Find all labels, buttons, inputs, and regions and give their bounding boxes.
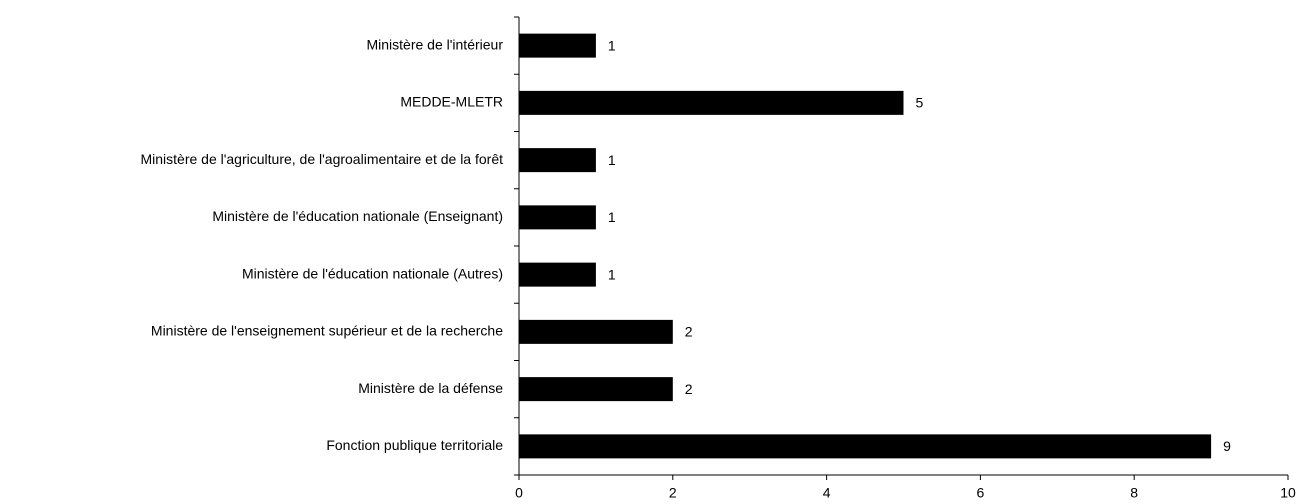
data-label: 9: [1223, 438, 1231, 454]
data-label: 1: [608, 37, 616, 53]
data-label: 2: [685, 324, 693, 340]
bar: [519, 90, 904, 115]
data-label: 1: [608, 266, 616, 282]
bar: [519, 319, 673, 344]
bar: [519, 148, 596, 173]
y-tick-label: Ministère de l'intérieur: [366, 36, 503, 52]
x-tick-label: 0: [515, 485, 523, 501]
bar: [519, 205, 596, 230]
bar: [519, 262, 596, 287]
bar: [519, 434, 1212, 459]
x-tick-label: 10: [1280, 485, 1296, 501]
x-tick-label: 2: [669, 485, 677, 501]
data-label: 5: [916, 95, 924, 111]
x-tick-label: 6: [977, 485, 985, 501]
y-tick-label: Ministère de l'éducation nationale (Ense…: [212, 208, 503, 224]
bar: [519, 33, 596, 58]
y-tick-label: Ministère de l'enseignement supérieur et…: [151, 323, 503, 339]
y-tick-label: Ministère de l'éducation nationale (Autr…: [242, 265, 503, 281]
y-tick-label: Ministère de l'agriculture, de l'agroali…: [140, 151, 503, 167]
data-label: 2: [685, 381, 693, 397]
x-tick-label: 4: [823, 485, 831, 501]
y-tick-label: Fonction publique territoriale: [326, 437, 503, 453]
y-tick-label: Ministère de la défense: [358, 380, 503, 396]
x-tick-label: 8: [1130, 485, 1138, 501]
bar: [519, 377, 673, 402]
data-label: 1: [608, 152, 616, 168]
y-tick-label: MEDDE-MLETR: [400, 94, 503, 110]
data-label: 1: [608, 209, 616, 225]
